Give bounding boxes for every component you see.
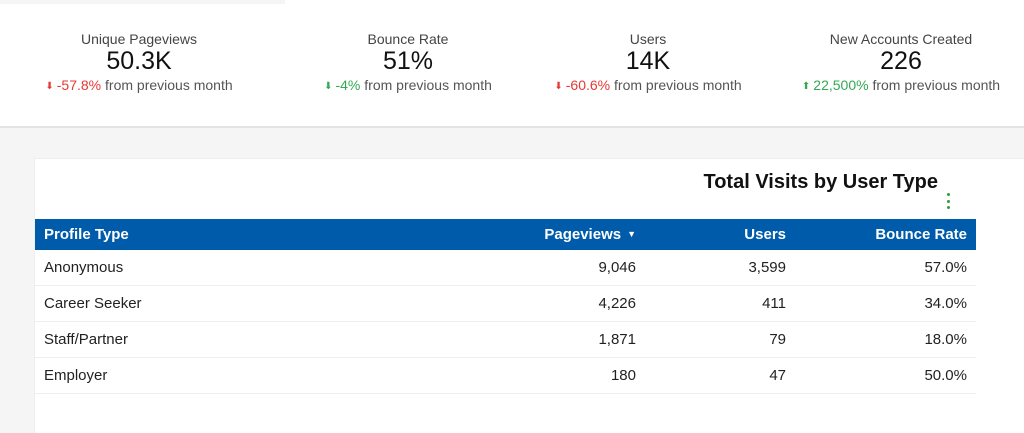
- kpi-change: -4%: [335, 77, 361, 93]
- kpi-label: Unique Pageviews: [81, 31, 197, 47]
- cell-profile-type: Staff/Partner: [44, 331, 128, 348]
- cell-bounce-rate: 18.0%: [924, 331, 967, 348]
- column-header-label: Pageviews: [544, 226, 622, 243]
- user-type-table: Profile Type Pageviews ▼ Users Bounce Rat…: [35, 219, 976, 394]
- cell-bounce-rate: 50.0%: [924, 367, 967, 384]
- more-vertical-icon[interactable]: [946, 193, 950, 209]
- kpi-label: New Accounts Created: [829, 31, 973, 47]
- kpi-value: 51%: [382, 47, 434, 75]
- kpi-change: 22,500%: [813, 77, 869, 93]
- kpi-change-suffix: from previous month: [105, 77, 233, 93]
- cell-users: 3,599: [748, 259, 786, 276]
- visits-by-user-type-panel: Total Visits by User Type Profile Type P…: [34, 158, 1024, 433]
- kpi-change-suffix: from previous month: [364, 77, 492, 93]
- cell-bounce-rate: 57.0%: [924, 259, 967, 276]
- column-header-users[interactable]: Users: [744, 226, 786, 243]
- cell-users: 79: [769, 331, 786, 348]
- sort-descending-icon: ▼: [627, 229, 636, 239]
- kpi-change: -57.8%: [56, 77, 102, 93]
- panel-title: Total Visits by User Type: [703, 171, 938, 193]
- arrow-down-icon: ⬇: [554, 81, 563, 92]
- kpi-change: -60.6%: [565, 77, 611, 93]
- cell-profile-type: Career Seeker: [44, 295, 142, 312]
- kpi-value: 226: [880, 47, 922, 75]
- cell-bounce-rate: 34.0%: [924, 295, 967, 312]
- table-row: Anonymous 9,046 3,599 57.0%: [35, 250, 976, 286]
- cell-users: 411: [762, 295, 786, 312]
- kpi-delta: ⬇ -4% from previous month: [288, 77, 528, 93]
- kpi-label: Bounce Rate: [367, 31, 449, 47]
- cell-profile-type: Anonymous: [44, 259, 124, 276]
- kpi-value: 14K: [625, 47, 671, 75]
- kpi-change-suffix: from previous month: [872, 77, 1001, 93]
- cell-users: 47: [769, 367, 786, 384]
- column-header-pageviews[interactable]: Pageviews ▼: [445, 226, 636, 243]
- table-row: Employer 180 47 50.0%: [35, 358, 976, 394]
- kpi-value: 50.3K: [106, 47, 172, 75]
- kpi-label: Users: [629, 31, 667, 47]
- kpi-delta: ⬆ 22,500% from previous month: [781, 77, 1021, 93]
- table-row: Staff/Partner 1,871 79 18.0%: [35, 322, 976, 358]
- arrow-up-icon: ⬆: [801, 81, 811, 92]
- table-header: Profile Type Pageviews ▼ Users Bounce Rat…: [35, 219, 976, 250]
- cell-pageviews: 1,871: [598, 331, 636, 348]
- cell-profile-type: Employer: [44, 367, 108, 384]
- column-header-bounce-rate[interactable]: Bounce Rate: [875, 226, 967, 243]
- cell-pageviews: 180: [610, 367, 636, 384]
- cell-pageviews: 4,226: [598, 295, 636, 312]
- kpi-delta: ⬇ -57.8% from previous month: [19, 77, 259, 93]
- arrow-down-icon: ⬇: [324, 81, 333, 92]
- kpi-delta: ⬇ -60.6% from previous month: [528, 77, 768, 93]
- arrow-down-icon: ⬇: [45, 81, 54, 92]
- cell-pageviews: 9,046: [598, 259, 636, 276]
- kpi-change-suffix: from previous month: [614, 77, 742, 93]
- table-row: Career Seeker 4,226 411 34.0%: [35, 286, 976, 322]
- column-header-profile-type[interactable]: Profile Type: [44, 226, 129, 243]
- kpi-scorecards: Unique Pageviews 50.3K ⬇ -57.8% from prev…: [0, 4, 1024, 128]
